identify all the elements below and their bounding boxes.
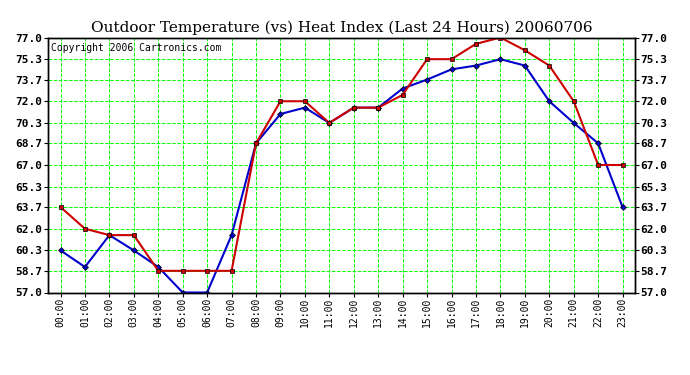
Title: Outdoor Temperature (vs) Heat Index (Last 24 Hours) 20060706: Outdoor Temperature (vs) Heat Index (Las… xyxy=(91,21,592,35)
Text: Copyright 2006 Cartronics.com: Copyright 2006 Cartronics.com xyxy=(51,43,221,52)
